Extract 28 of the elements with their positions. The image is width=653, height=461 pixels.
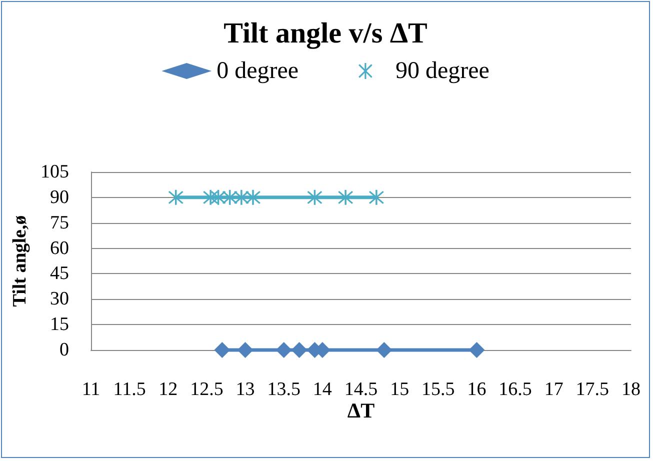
y-axis-title: Tilt angle,ø <box>10 215 31 307</box>
x-tick-label: 14 <box>312 379 332 400</box>
y-tick-label: 75 <box>50 212 69 234</box>
legend-label: 90 degree <box>395 58 490 84</box>
x-tick-label: 12 <box>158 379 178 400</box>
x-tick-label: 14.5 <box>344 379 378 400</box>
x-axis-title: ΔT <box>347 398 375 422</box>
y-tick-label: 60 <box>50 238 69 259</box>
chart-title: Tilt angle v/s ΔT <box>224 18 428 50</box>
x-tick-label: 11 <box>82 379 100 400</box>
x-tick-label: 17.5 <box>576 379 610 400</box>
y-tick-label: 0 <box>60 340 69 360</box>
x-tick-label: 13.5 <box>267 379 300 400</box>
x-tick-label: 16 <box>467 379 486 400</box>
legend-label: 0 degree <box>216 58 299 84</box>
x-tick-label: 11.5 <box>113 379 146 400</box>
x-tick-label: 12.5 <box>190 379 224 400</box>
x-tick-label: 13 <box>236 379 255 400</box>
x-tick-label: 15 <box>390 379 410 400</box>
y-tick-label: 30 <box>50 288 69 310</box>
y-tick-label: 15 <box>50 314 69 336</box>
x-tick-label: 18 <box>622 379 640 400</box>
x-tick-label: 16.5 <box>498 379 532 400</box>
y-tick-label: 90 <box>50 186 69 208</box>
x-tick-label: 17 <box>544 379 564 400</box>
y-tick-label: 45 <box>50 263 69 284</box>
x-tick-label: 15.5 <box>422 379 455 400</box>
y-tick-label: 105 <box>40 162 69 182</box>
